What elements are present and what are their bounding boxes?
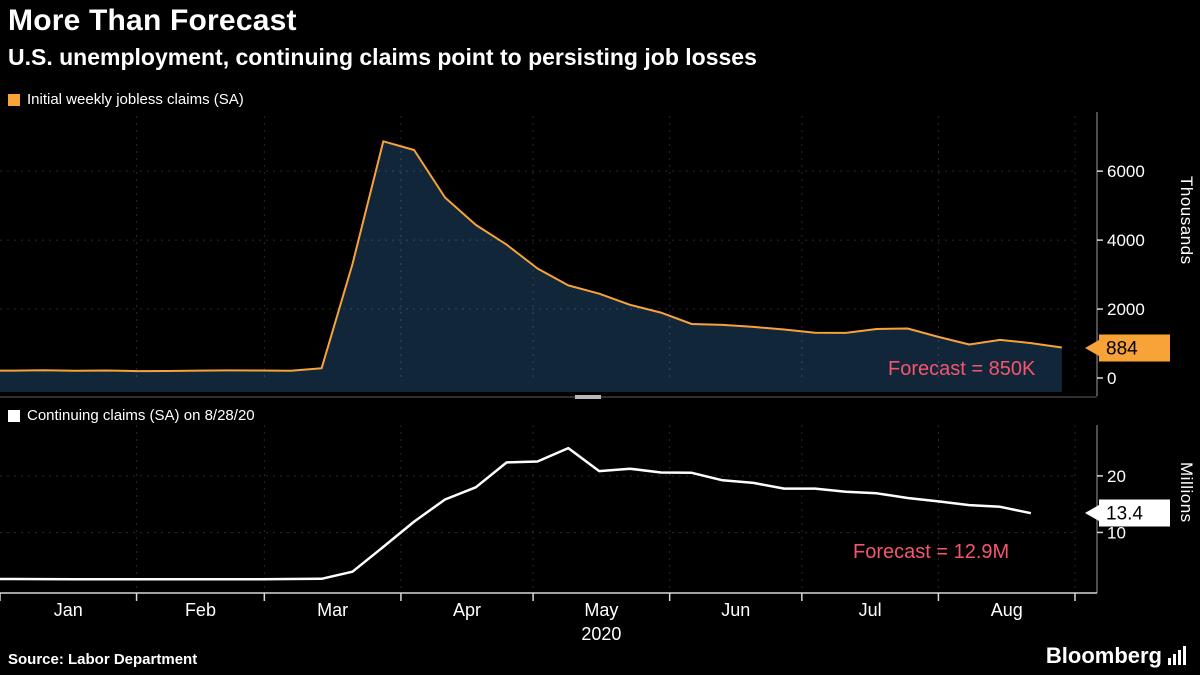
- initial-jobless-claims-series-line: [0, 140, 1062, 373]
- panel-divider: [0, 395, 1097, 399]
- x-axis-month-label: Aug: [991, 600, 1023, 620]
- x-axis-month-label: Jul: [859, 600, 882, 620]
- y-axis-tick-label: 10: [1107, 523, 1126, 542]
- initial-jobless-claims-plot: 0 2000 4000 6000 884: [0, 112, 1170, 396]
- last-value-badge-arrow: [1085, 505, 1099, 521]
- legend-swatch-white: [8, 409, 20, 422]
- x-axis-month-label: Jun: [721, 600, 750, 620]
- forecast-annotation-initial-claims: Forecast = 850K: [888, 358, 1036, 380]
- legend-label-initial-claims: Initial weekly jobless claims (SA): [27, 91, 244, 108]
- x-axis-month-label: Jan: [54, 600, 83, 620]
- page-title: More Than Forecast: [8, 4, 297, 37]
- y-axis-tick-label: 0: [1107, 369, 1116, 388]
- y-axis-unit-thousands: Thousands: [1177, 176, 1196, 265]
- initial-claims-area-chart: 0 2000 4000 6000 884: [0, 106, 1200, 398]
- y-axis-unit-millions: Millions: [1177, 462, 1196, 523]
- legend-initial-claims: Initial weekly jobless claims (SA): [8, 91, 244, 108]
- last-value-badge: [1099, 334, 1170, 362]
- last-value-badge-label: 13.4: [1106, 504, 1143, 525]
- bloomberg-logo: Bloomberg: [1046, 644, 1186, 668]
- continuing-claims-line-chart: 10 20 Jan Feb Mar Apr May 2020 Jun Jul Aug 13.4: [0, 425, 1200, 645]
- legend-swatch-orange: [8, 93, 20, 106]
- y-axis-tick-label: 6000: [1107, 162, 1145, 181]
- x-axis-month-label: Apr: [453, 600, 481, 620]
- legend-continuing-claims: Continuing claims (SA) on 8/28/20: [8, 407, 255, 424]
- source-credit: Source: Labor Department: [8, 651, 198, 668]
- x-axis-month-label: Feb: [185, 600, 216, 620]
- page-subtitle: U.S. unemployment, continuing claims poi…: [8, 44, 757, 70]
- panel-divider-handle[interactable]: [575, 395, 601, 399]
- y-axis-tick-label: 2000: [1107, 300, 1145, 319]
- legend-label-continuing-claims: Continuing claims (SA) on 8/28/20: [27, 407, 255, 424]
- bloomberg-logo-text: Bloomberg: [1045, 643, 1162, 668]
- x-axis-month-label: Mar: [317, 600, 348, 620]
- last-value-badge-label: 884: [1106, 339, 1138, 360]
- x-axis-month-label: May: [584, 600, 618, 620]
- y-axis-tick-label: 20: [1107, 467, 1126, 486]
- forecast-annotation-continuing-claims: Forecast = 12.9M: [853, 541, 1010, 563]
- bloomberg-bars-icon: [1168, 646, 1186, 668]
- last-value-badge: [1099, 499, 1170, 527]
- continuing-claims-plot: 10 20 Jan Feb Mar Apr May 2020 Jun Jul Aug 13.4: [0, 425, 1170, 644]
- last-value-badge-arrow: [1085, 340, 1099, 356]
- x-axis-year-label: 2020: [581, 624, 621, 644]
- area-fill: [0, 141, 1062, 392]
- y-axis-tick-label: 4000: [1107, 231, 1145, 250]
- continuing-claims-series-line: [0, 446, 1032, 581]
